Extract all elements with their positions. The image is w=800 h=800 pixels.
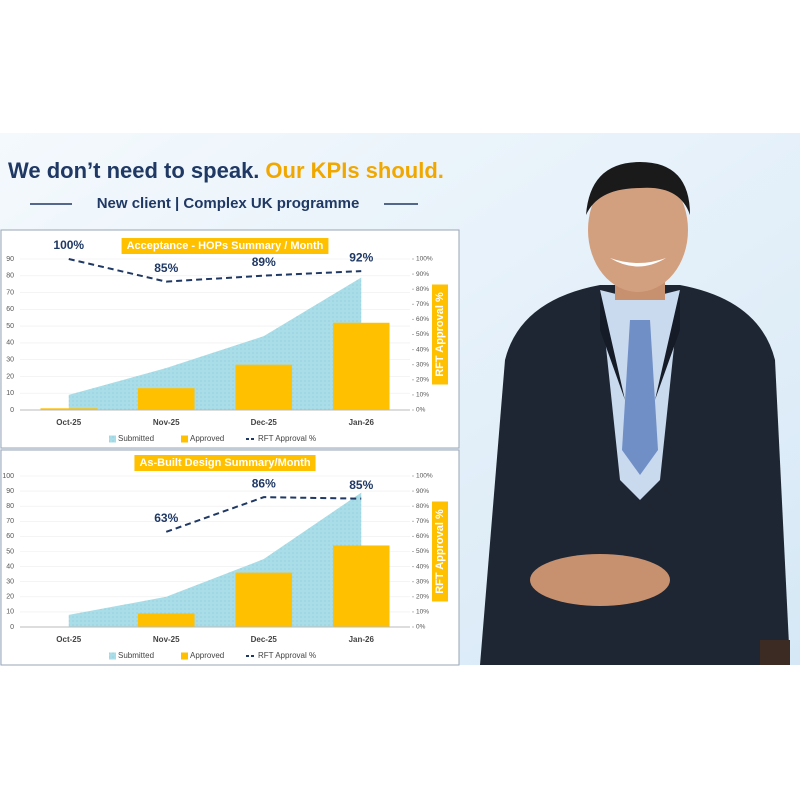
y-tick-label: 90	[6, 256, 14, 263]
bar	[235, 364, 293, 410]
y2-tick-label: 50%	[416, 548, 429, 555]
chart-panel	[0, 449, 460, 666]
chart-title-box	[134, 455, 316, 471]
y2-tick-label: 40%	[416, 563, 429, 570]
data-label: 89%	[252, 255, 276, 269]
y2-tick-label: 30%	[416, 578, 429, 585]
legend-swatch	[109, 652, 116, 660]
y2-tick-label: 10%	[416, 609, 429, 616]
y2-axis-title: RFT Approval %	[434, 292, 446, 377]
data-label: 85%	[349, 478, 373, 492]
data-label: 86%	[252, 476, 276, 490]
y2-tick-label: 100%	[416, 256, 433, 263]
x-tick-label: Nov-25	[153, 635, 180, 644]
y2-tick-label: 60%	[416, 533, 429, 540]
x-tick-label: Dec-25	[251, 635, 278, 644]
y-tick-label: 10	[6, 390, 14, 397]
y2-tick-label: 20%	[416, 594, 429, 601]
y2-tick-label: 0%	[416, 624, 426, 631]
x-tick-label: Nov-25	[153, 418, 180, 427]
legend-label: Approved	[190, 651, 224, 660]
headline-emphasis: Our KPIs should.	[265, 158, 443, 183]
y-tick-label: 50	[6, 323, 14, 330]
bar	[332, 545, 390, 627]
headline: We don’t need to speak. Our KPIs should.	[8, 158, 444, 183]
x-tick-label: Dec-25	[251, 418, 278, 427]
legend-label: RFT Approval %	[258, 434, 316, 443]
y2-tick-label: 50%	[416, 331, 429, 338]
y-tick-label: 20	[6, 373, 14, 380]
subtitle: New client | Complex UK programme	[97, 195, 360, 212]
portrait	[480, 162, 790, 665]
y-tick-label: 100	[2, 473, 14, 480]
data-label: 85%	[154, 261, 178, 275]
bar	[40, 408, 98, 410]
y2-tick-label: 90%	[416, 271, 429, 278]
y-tick-label: 60	[6, 306, 14, 313]
y2-tick-label: 80%	[416, 286, 429, 293]
legend-label: RFT Approval %	[258, 651, 316, 660]
y2-tick-label: 40%	[416, 346, 429, 353]
chart-title: As-Built Design Summary/Month	[139, 457, 310, 469]
chart-title: Acceptance - HOPs Summary / Month	[127, 240, 324, 252]
x-tick-label: Oct-25	[56, 418, 81, 427]
y-tick-label: 40	[6, 340, 14, 347]
data-label: 100%	[53, 238, 84, 252]
x-tick-label: Jan-26	[349, 635, 375, 644]
y-tick-label: 20	[6, 594, 14, 601]
bar	[332, 322, 390, 410]
chart: 0 10 20 30 40 50 60 70 80 90 0% 10% 20% 30% 40% 50% 60% 7…	[0, 229, 460, 449]
legend-label: Submitted	[118, 434, 154, 443]
y2-axis-title: RFT Approval %	[434, 509, 446, 594]
line	[165, 496, 362, 533]
legend-label: Submitted	[118, 651, 154, 660]
bar	[235, 572, 293, 627]
y2-tick-label: 60%	[416, 316, 429, 323]
y-tick-label: 30	[6, 357, 14, 364]
y2-tick-label: 10%	[416, 392, 429, 399]
legend-label: Approved	[190, 434, 224, 443]
y-tick-label: 50	[6, 548, 14, 555]
legend-swatch	[181, 435, 188, 443]
y-tick-label: 80	[6, 273, 14, 280]
y-tick-label: 90	[6, 488, 14, 495]
bar	[137, 613, 195, 627]
chart-title-box	[121, 238, 329, 254]
y2-tick-label: 70%	[416, 518, 429, 525]
y2-tick-label: 30%	[416, 361, 429, 368]
y-tick-label: 0	[10, 624, 14, 631]
legend-swatch	[109, 435, 116, 443]
y2-tick-label: 100%	[416, 473, 433, 480]
y-tick-label: 70	[6, 518, 14, 525]
y2-axis-title-box	[432, 284, 448, 385]
y2-tick-label: 20%	[416, 377, 429, 384]
y-tick-label: 80	[6, 503, 14, 510]
chart: 0 10 20 30 40 50 60 70 80 90 100 0% 10% 20% 30% 40% 50% 6…	[0, 449, 460, 666]
legend-swatch	[181, 652, 188, 660]
y2-axis-title-box	[432, 501, 448, 602]
y-tick-label: 60	[6, 533, 14, 540]
y2-tick-label: 70%	[416, 301, 429, 308]
y-tick-label: 70	[6, 289, 14, 296]
y-tick-label: 10	[6, 609, 14, 616]
y2-tick-label: 90%	[416, 488, 429, 495]
data-label: 92%	[349, 250, 373, 264]
x-tick-label: Jan-26	[349, 418, 375, 427]
data-label: 63%	[154, 511, 178, 525]
y-tick-label: 30	[6, 579, 14, 586]
chart-panel	[0, 229, 460, 449]
line	[68, 258, 362, 283]
y-tick-label: 40	[6, 563, 14, 570]
bar	[137, 388, 195, 410]
x-tick-label: Oct-25	[56, 635, 81, 644]
y2-tick-label: 80%	[416, 503, 429, 510]
y-tick-label: 0	[10, 407, 14, 414]
y2-tick-label: 0%	[416, 407, 426, 414]
headline-lead: We don’t need to speak.	[8, 158, 259, 183]
